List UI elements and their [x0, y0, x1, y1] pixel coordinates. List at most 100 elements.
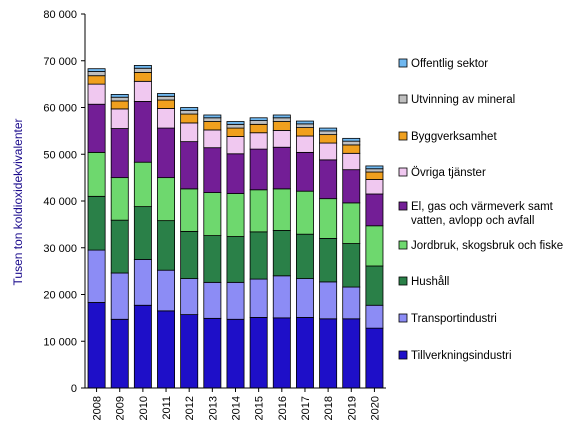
x-tick-label: 2018: [323, 396, 335, 420]
x-tick-label: 2016: [277, 396, 289, 420]
bar-segment: [110, 219, 129, 274]
bar-segment: [203, 281, 222, 319]
x-tick-label: 2020: [369, 396, 381, 420]
legend-label: El, gas och värmeverk samt vatten, avlopp…: [411, 201, 554, 227]
bar-segment: [272, 121, 291, 131]
legend-label: Offentlig sektor: [411, 58, 488, 70]
legend-label: Jordbruk, skogsbruk och fiske: [411, 240, 563, 252]
bar-segment: [342, 140, 361, 146]
bar-segment: [365, 193, 384, 227]
bar-segment: [365, 327, 384, 389]
bar-segment: [365, 168, 384, 173]
legend-swatch: [398, 240, 408, 250]
y-tick-label: 60 000: [43, 103, 77, 115]
bar-segment: [272, 117, 291, 122]
bar-segment: [249, 132, 268, 150]
bar-segment: [203, 117, 222, 122]
bar-segment: [342, 318, 361, 389]
bar-segment: [295, 190, 314, 235]
bar-segment: [87, 83, 106, 105]
bar-segment: [180, 188, 199, 232]
bar-segment: [203, 235, 222, 283]
legend-label: Utvinning av mineral: [411, 94, 515, 106]
bar-segment: [133, 161, 152, 208]
bar-segment: [157, 310, 176, 389]
bar-segment: [342, 202, 361, 244]
x-tick-label: 2017: [300, 396, 312, 420]
bar-segment: [249, 189, 268, 233]
bar-segment: [133, 67, 152, 73]
y-tick-label: 80 000: [43, 9, 77, 21]
bar-segment: [249, 120, 268, 125]
legend-swatch: [398, 350, 408, 360]
x-tick-label: 2014: [231, 396, 243, 420]
bar-segment: [87, 68, 106, 72]
bar-segment: [110, 128, 129, 179]
bar-segment: [295, 135, 314, 153]
bar-segment: [365, 179, 384, 195]
bar-segment: [87, 195, 106, 251]
y-axis-title: Tusen ton koldioxidekvivalenter: [11, 119, 25, 286]
bar-segment: [342, 169, 361, 204]
legend-label: Hushåll: [411, 276, 449, 288]
bar-segment: [133, 80, 152, 102]
bar-segment: [110, 100, 129, 110]
bar-segment: [342, 144, 361, 154]
bar-segment: [110, 272, 129, 320]
y-tick-label: 10 000: [43, 336, 77, 348]
bar-segment: [110, 108, 129, 129]
bar-segment: [110, 96, 129, 102]
y-tick-label: 20 000: [43, 290, 77, 302]
legend-label: Byggverksamhet: [411, 131, 497, 143]
legend-label: Tillverkningsindustri: [411, 350, 512, 362]
bar-segment: [226, 127, 245, 137]
x-tick-label: 2008: [92, 396, 104, 420]
legend-swatch: [398, 276, 408, 286]
bars: [87, 65, 384, 389]
bar-segment: [319, 198, 338, 239]
bar-segment: [295, 278, 314, 318]
bar-segment: [157, 108, 176, 129]
bar-segment: [342, 152, 361, 171]
legend-swatch: [398, 313, 408, 323]
bar-segment: [87, 71, 106, 77]
bar-segment: [157, 177, 176, 222]
bar-segment: [295, 120, 314, 125]
bar-segment: [295, 151, 314, 192]
legend: Offentlig sektor Utvinning av mineral Bygg…: [398, 58, 563, 362]
x-tick-label: 2013: [207, 396, 219, 420]
y-tick-label: 50 000: [43, 149, 77, 161]
bar-segment: [249, 117, 268, 121]
bar-segment: [226, 318, 245, 389]
y-tick-label: 0: [71, 383, 77, 395]
bar-segment: [319, 281, 338, 320]
bar-segment: [203, 192, 222, 236]
legend-label: Övriga tjänster: [411, 167, 486, 179]
x-tick-label: 2015: [254, 396, 266, 420]
bar-segment: [365, 165, 384, 170]
bar-segment: [180, 122, 199, 143]
x-axis: 2008 2009 2010 2011 2012 2013 2014 2015 2016 2017…: [85, 387, 386, 420]
bar-segment: [272, 230, 291, 277]
bar-segment: [180, 278, 199, 316]
bar-segment: [249, 317, 268, 389]
bar-segment: [365, 225, 384, 267]
bar-segment: [157, 95, 176, 101]
bar-segment: [157, 93, 176, 97]
x-tick-label: 2010: [138, 396, 150, 420]
bar-segment: [203, 114, 222, 119]
bar-segment: [133, 101, 152, 163]
bar-segment: [203, 121, 222, 131]
bar-segment: [272, 146, 291, 190]
x-tick-label: 2011: [161, 396, 173, 420]
bar-segment: [226, 281, 245, 320]
bar-segment: [319, 159, 338, 200]
bar-segment: [249, 278, 268, 318]
bar-segment: [110, 318, 129, 389]
bar-segment: [226, 136, 245, 155]
bar-segment: [249, 148, 268, 191]
y-tick-label: 70 000: [43, 56, 77, 68]
y-axis: 0 10 000 20 000 30 000 40 000 50 000 60 000 70 …: [43, 9, 86, 395]
y-tick-label: 40 000: [43, 196, 77, 208]
